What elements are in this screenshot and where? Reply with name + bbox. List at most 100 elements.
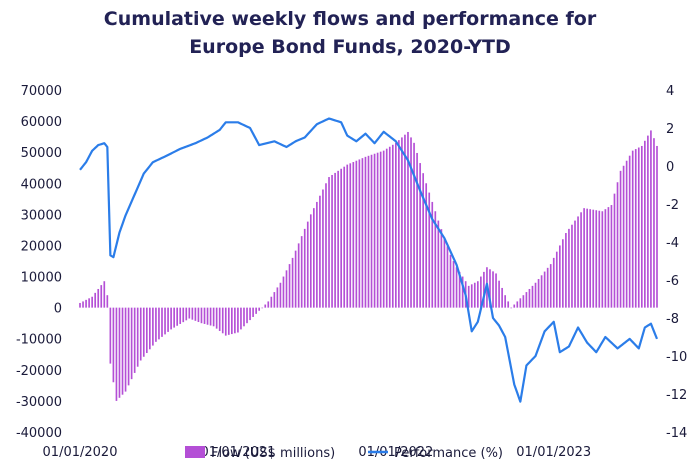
flow-bar <box>534 282 537 308</box>
y-right-tick-label: -12 <box>666 388 687 403</box>
flow-bar <box>197 307 200 323</box>
flow-bar <box>498 280 500 308</box>
flow-bar <box>568 228 570 308</box>
flow-bar <box>285 270 288 308</box>
flow-bar <box>306 221 309 308</box>
flow-bar <box>501 287 503 308</box>
flow-bar <box>136 307 139 367</box>
flow-bar <box>121 307 124 395</box>
flow-bar <box>182 307 185 323</box>
flow-bar <box>176 307 179 326</box>
flow-bar <box>401 137 403 308</box>
flow-bar <box>85 299 87 308</box>
flow-bar <box>349 163 352 308</box>
flow-bar <box>379 151 382 308</box>
flow-bar <box>300 236 303 308</box>
flow-bar <box>519 298 522 308</box>
flow-bar <box>112 307 115 383</box>
flow-bar <box>249 307 251 321</box>
flow-bar <box>170 307 172 330</box>
flow-bar <box>644 140 646 308</box>
x-tick-label: 01/01/2021 <box>200 445 275 460</box>
flow-bar <box>601 211 604 308</box>
flow-bar <box>473 282 476 308</box>
flow-bar <box>540 275 543 308</box>
y-right-tick-label: -2 <box>666 198 679 213</box>
flow-bar <box>555 251 558 308</box>
flow-bar <box>200 307 203 324</box>
flow-bar <box>416 152 418 308</box>
flow-bar <box>194 307 197 321</box>
x-tick-label: 01/01/2020 <box>43 445 118 460</box>
y-left-tick-label: 20000 <box>21 239 62 254</box>
flow-bar <box>167 307 169 332</box>
y-left-tick-label: 30000 <box>21 208 62 223</box>
flow-bar <box>191 307 194 320</box>
flow-bar <box>376 152 379 308</box>
y-left-tick-label: -40000 <box>16 426 62 441</box>
flow-bar <box>322 189 324 308</box>
flow-bar <box>549 264 552 308</box>
y-right-tick-label: -6 <box>666 274 679 289</box>
flow-bar <box>255 307 257 314</box>
flow-bar <box>422 173 424 308</box>
flow-bar <box>231 307 233 335</box>
flow-bar <box>149 307 151 350</box>
flow-bar <box>142 307 145 357</box>
flow-bar <box>130 307 133 380</box>
flow-bar <box>531 285 534 308</box>
flow-bar <box>288 264 291 308</box>
flow-bar <box>133 307 136 373</box>
flow-bar <box>489 269 491 308</box>
flow-bar <box>428 192 431 308</box>
flow-bar <box>273 292 276 308</box>
flow-bar <box>139 307 142 361</box>
flow-bar <box>279 282 282 308</box>
flow-bar <box>361 158 364 308</box>
flow-bar <box>370 154 373 308</box>
y-right-tick-label: 0 <box>666 160 674 175</box>
flow-bar <box>513 304 516 308</box>
flow-bar <box>492 271 494 308</box>
flow-bar <box>413 142 415 308</box>
flow-bar <box>510 307 513 309</box>
flow-bar <box>218 307 221 331</box>
flow-bar <box>82 301 84 308</box>
flow-bar <box>607 207 610 308</box>
flow-bar <box>309 214 312 308</box>
flow-bar <box>358 159 361 308</box>
flow-bar <box>188 307 191 319</box>
flow-bar <box>610 205 613 308</box>
flow-bar <box>152 307 154 346</box>
flow-bar <box>185 307 188 321</box>
flow-bar <box>346 164 349 308</box>
x-tick-label: 01/01/2022 <box>358 445 433 460</box>
legend-performance-label: Performance (%) <box>394 446 503 461</box>
flow-bar <box>410 137 412 308</box>
flow-bar <box>562 239 564 308</box>
flow-bar <box>313 208 315 308</box>
flow-bar <box>118 307 121 398</box>
flow-bar <box>328 177 330 308</box>
flow-bar <box>650 130 652 308</box>
y-right-tick-label: 2 <box>666 122 674 137</box>
flow-bar <box>319 195 321 308</box>
flow-bar <box>88 298 90 308</box>
flow-bar <box>625 160 628 308</box>
flow-bar <box>367 155 370 308</box>
y-right-tick-label: -8 <box>666 312 679 327</box>
flow-bar <box>276 287 279 308</box>
flow-bar <box>455 267 458 308</box>
flow-bar <box>155 307 157 342</box>
flow-bar <box>574 220 576 308</box>
flow-bar <box>398 140 400 308</box>
flow-bar <box>595 210 598 308</box>
flow-bar <box>215 307 218 329</box>
chart-title-line1: Cumulative weekly flows and performance … <box>103 8 597 30</box>
flow-bar <box>267 301 270 308</box>
flow-bar <box>115 307 118 401</box>
flow-bar <box>246 307 248 324</box>
flow-bar <box>656 145 658 308</box>
y-left-tick-label: 70000 <box>21 84 62 99</box>
